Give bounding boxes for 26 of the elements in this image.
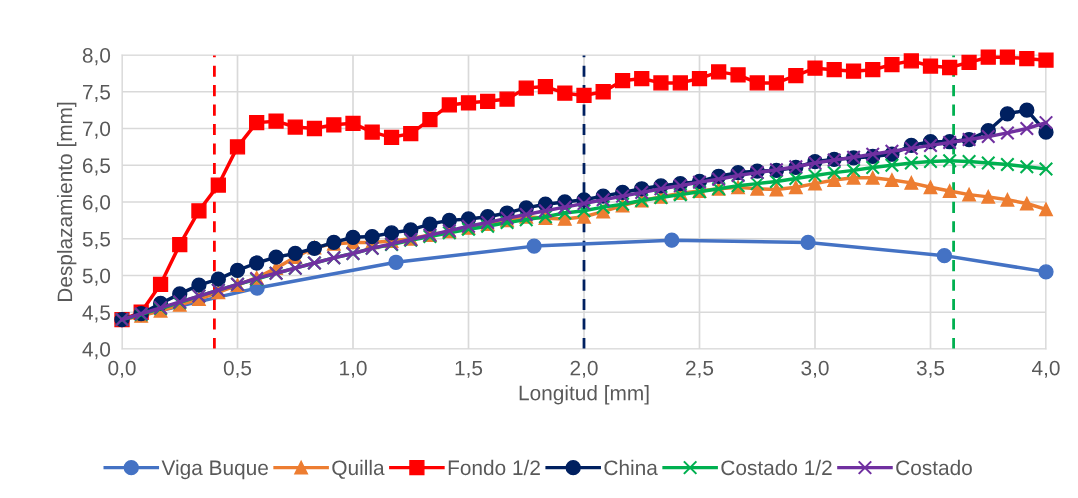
legend-label: Costado [896,459,972,476]
x-tick-label: 3,5 [916,360,945,378]
x-tick-label: 2,0 [570,360,598,378]
y-tick-label: 6,0 [82,195,111,213]
y-tick-label: 4,5 [82,305,111,323]
y-tick-label: 5,0 [82,268,111,286]
y-tick-label: 7,0 [83,121,111,139]
y-tick-label: 8,0 [82,48,111,66]
y-tick-label: 7,5 [83,84,111,102]
y-tick-label: 6,5 [82,158,111,176]
legend-label: Quilla [332,459,385,479]
y-axis-title: Desplazamiento [mm] [56,102,77,302]
x-tick-label: 1,5 [455,360,483,378]
x-tick-label: 3,0 [801,360,829,378]
x-tick-label: 0,0 [108,360,136,378]
x-tick-label: 2,5 [686,360,714,378]
legend-label: China [604,459,658,476]
legend-label: Costado 1/2 [721,459,832,476]
x-tick-label: 0,5 [223,360,252,378]
x-tick-label: 4,0 [1032,360,1060,378]
y-tick-label: 5,5 [82,231,111,249]
legend-label: Viga Buque [161,459,268,480]
x-tick-label: 1,0 [340,360,367,378]
x-axis-title: Longitud [mm] [519,385,649,405]
y-tick-label: 4,0 [82,342,111,360]
legend-label: Fondo 1/2 [448,459,540,476]
